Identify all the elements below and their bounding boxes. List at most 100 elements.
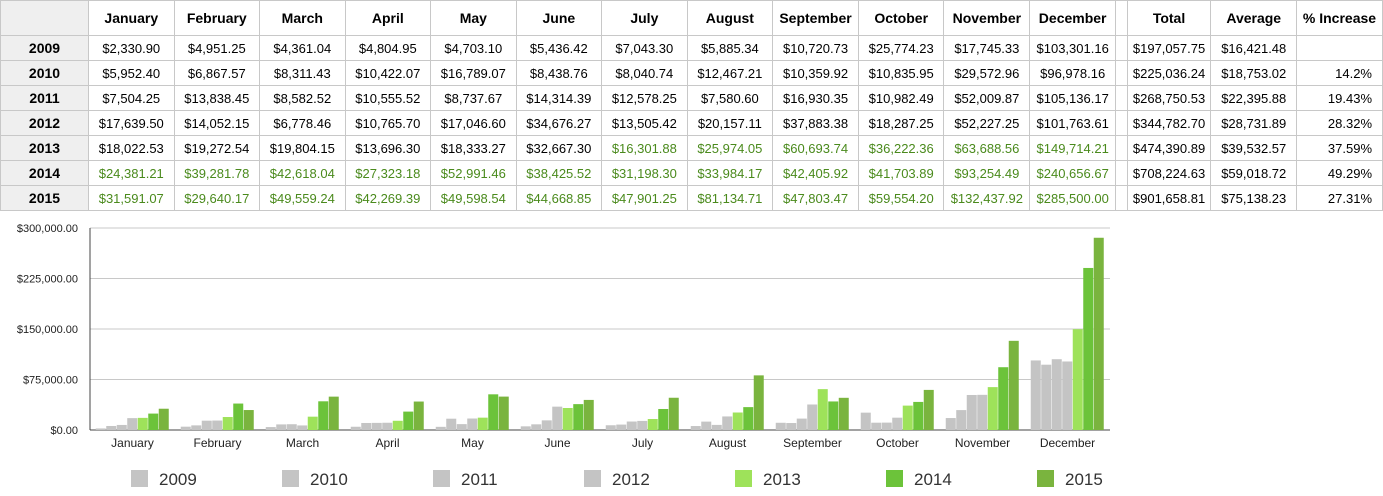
bar[interactable] [775, 422, 786, 430]
bar[interactable] [626, 421, 637, 430]
bar[interactable] [892, 417, 903, 430]
value-cell[interactable]: $18,333.27 [430, 135, 517, 161]
value-cell[interactable]: $39,281.78 [173, 160, 261, 186]
bar[interactable] [137, 417, 148, 430]
value-cell[interactable]: $2,330.90 [88, 35, 175, 61]
bar[interactable] [1083, 267, 1094, 430]
bar[interactable] [148, 413, 159, 430]
value-cell[interactable]: $18,287.25 [857, 110, 945, 136]
bar[interactable] [977, 394, 988, 430]
bar[interactable] [860, 412, 871, 430]
bar[interactable] [477, 417, 488, 430]
bar[interactable] [871, 422, 882, 430]
value-cell[interactable]: $6,867.57 [173, 60, 261, 86]
value-cell[interactable]: $7,043.30 [601, 35, 688, 61]
value-cell[interactable]: $38,425.52 [515, 160, 603, 186]
bar[interactable] [127, 418, 138, 430]
value-cell[interactable]: $14,052.15 [173, 110, 261, 136]
bar[interactable] [243, 410, 254, 430]
average-cell[interactable]: $22,395.88 [1210, 85, 1297, 111]
bar[interactable] [1041, 364, 1052, 430]
bar[interactable] [403, 411, 414, 430]
value-cell[interactable]: $6,778.46 [259, 110, 346, 136]
bar[interactable] [297, 425, 308, 430]
bar[interactable] [1051, 359, 1062, 430]
value-cell[interactable]: $285,500.00 [1029, 185, 1117, 211]
bar[interactable] [902, 405, 913, 430]
value-cell[interactable]: $132,437.92 [943, 185, 1031, 211]
value-cell[interactable]: $10,765.70 [344, 110, 432, 136]
bar[interactable] [1008, 340, 1019, 430]
average-cell[interactable]: $28,731.89 [1210, 110, 1297, 136]
bar[interactable] [158, 408, 169, 430]
value-cell[interactable]: $10,835.95 [857, 60, 945, 86]
value-cell[interactable]: $101,763.61 [1029, 110, 1117, 136]
value-cell[interactable]: $25,774.23 [857, 35, 945, 61]
bar[interactable] [435, 426, 446, 430]
bar[interactable] [1072, 329, 1083, 430]
value-cell[interactable]: $42,269.39 [344, 185, 432, 211]
bar[interactable] [998, 367, 1009, 430]
bar[interactable] [807, 404, 818, 430]
value-cell[interactable]: $41,703.89 [857, 160, 945, 186]
bar[interactable] [413, 401, 424, 430]
bar[interactable] [446, 418, 457, 430]
bar[interactable] [382, 422, 393, 430]
increase-cell[interactable]: 28.32% [1296, 110, 1383, 136]
value-cell[interactable]: $25,974.05 [686, 135, 774, 161]
increase-cell[interactable]: 14.2% [1296, 60, 1383, 86]
value-cell[interactable]: $14,314.39 [515, 85, 603, 111]
increase-cell[interactable] [1296, 35, 1383, 61]
value-cell[interactable]: $52,227.25 [943, 110, 1031, 136]
bar[interactable] [328, 396, 339, 430]
bar[interactable] [786, 423, 797, 430]
bar[interactable] [106, 425, 117, 430]
bar[interactable] [361, 422, 372, 430]
bar[interactable] [647, 419, 658, 430]
value-cell[interactable]: $42,405.92 [772, 160, 859, 186]
bar[interactable] [467, 418, 478, 430]
bar[interactable] [520, 426, 531, 430]
bar[interactable] [233, 403, 244, 430]
bar[interactable] [743, 407, 754, 430]
bar[interactable] [956, 410, 967, 430]
value-cell[interactable]: $7,504.25 [88, 85, 175, 111]
value-cell[interactable]: $18,022.53 [88, 135, 175, 161]
value-cell[interactable]: $24,381.21 [88, 160, 175, 186]
value-cell[interactable]: $10,720.73 [772, 35, 859, 61]
value-cell[interactable]: $149,714.21 [1029, 135, 1117, 161]
average-cell[interactable]: $16,421.48 [1210, 35, 1297, 61]
total-cell[interactable]: $474,390.89 [1126, 135, 1212, 161]
value-cell[interactable]: $12,467.21 [686, 60, 774, 86]
value-cell[interactable]: $8,311.43 [259, 60, 346, 86]
value-cell[interactable]: $37,883.38 [772, 110, 859, 136]
bar[interactable] [1093, 237, 1104, 430]
increase-cell[interactable]: 27.31% [1296, 185, 1383, 211]
bar[interactable] [583, 399, 594, 430]
value-cell[interactable]: $63,688.56 [943, 135, 1031, 161]
bar[interactable] [828, 401, 839, 430]
bar[interactable] [690, 426, 701, 430]
bar[interactable] [265, 427, 276, 430]
value-cell[interactable]: $103,301.16 [1029, 35, 1117, 61]
value-cell[interactable]: $20,157.11 [686, 110, 774, 136]
increase-cell[interactable]: 19.43% [1296, 85, 1383, 111]
value-cell[interactable]: $4,951.25 [173, 35, 261, 61]
bar[interactable] [456, 424, 467, 430]
value-cell[interactable]: $4,703.10 [430, 35, 517, 61]
bar[interactable] [286, 424, 297, 430]
total-cell[interactable]: $901,658.81 [1126, 185, 1212, 211]
value-cell[interactable]: $13,696.30 [344, 135, 432, 161]
value-cell[interactable]: $10,982.49 [857, 85, 945, 111]
value-cell[interactable]: $4,361.04 [259, 35, 346, 61]
bar[interactable] [212, 420, 223, 430]
value-cell[interactable]: $31,198.30 [601, 160, 688, 186]
value-cell[interactable]: $8,582.52 [259, 85, 346, 111]
bar[interactable] [562, 408, 573, 430]
value-cell[interactable]: $5,952.40 [88, 60, 175, 86]
bar[interactable] [488, 394, 499, 430]
bar[interactable] [796, 418, 807, 430]
total-cell[interactable]: $344,782.70 [1126, 110, 1212, 136]
value-cell[interactable]: $29,640.17 [173, 185, 261, 211]
increase-cell[interactable]: 37.59% [1296, 135, 1383, 161]
